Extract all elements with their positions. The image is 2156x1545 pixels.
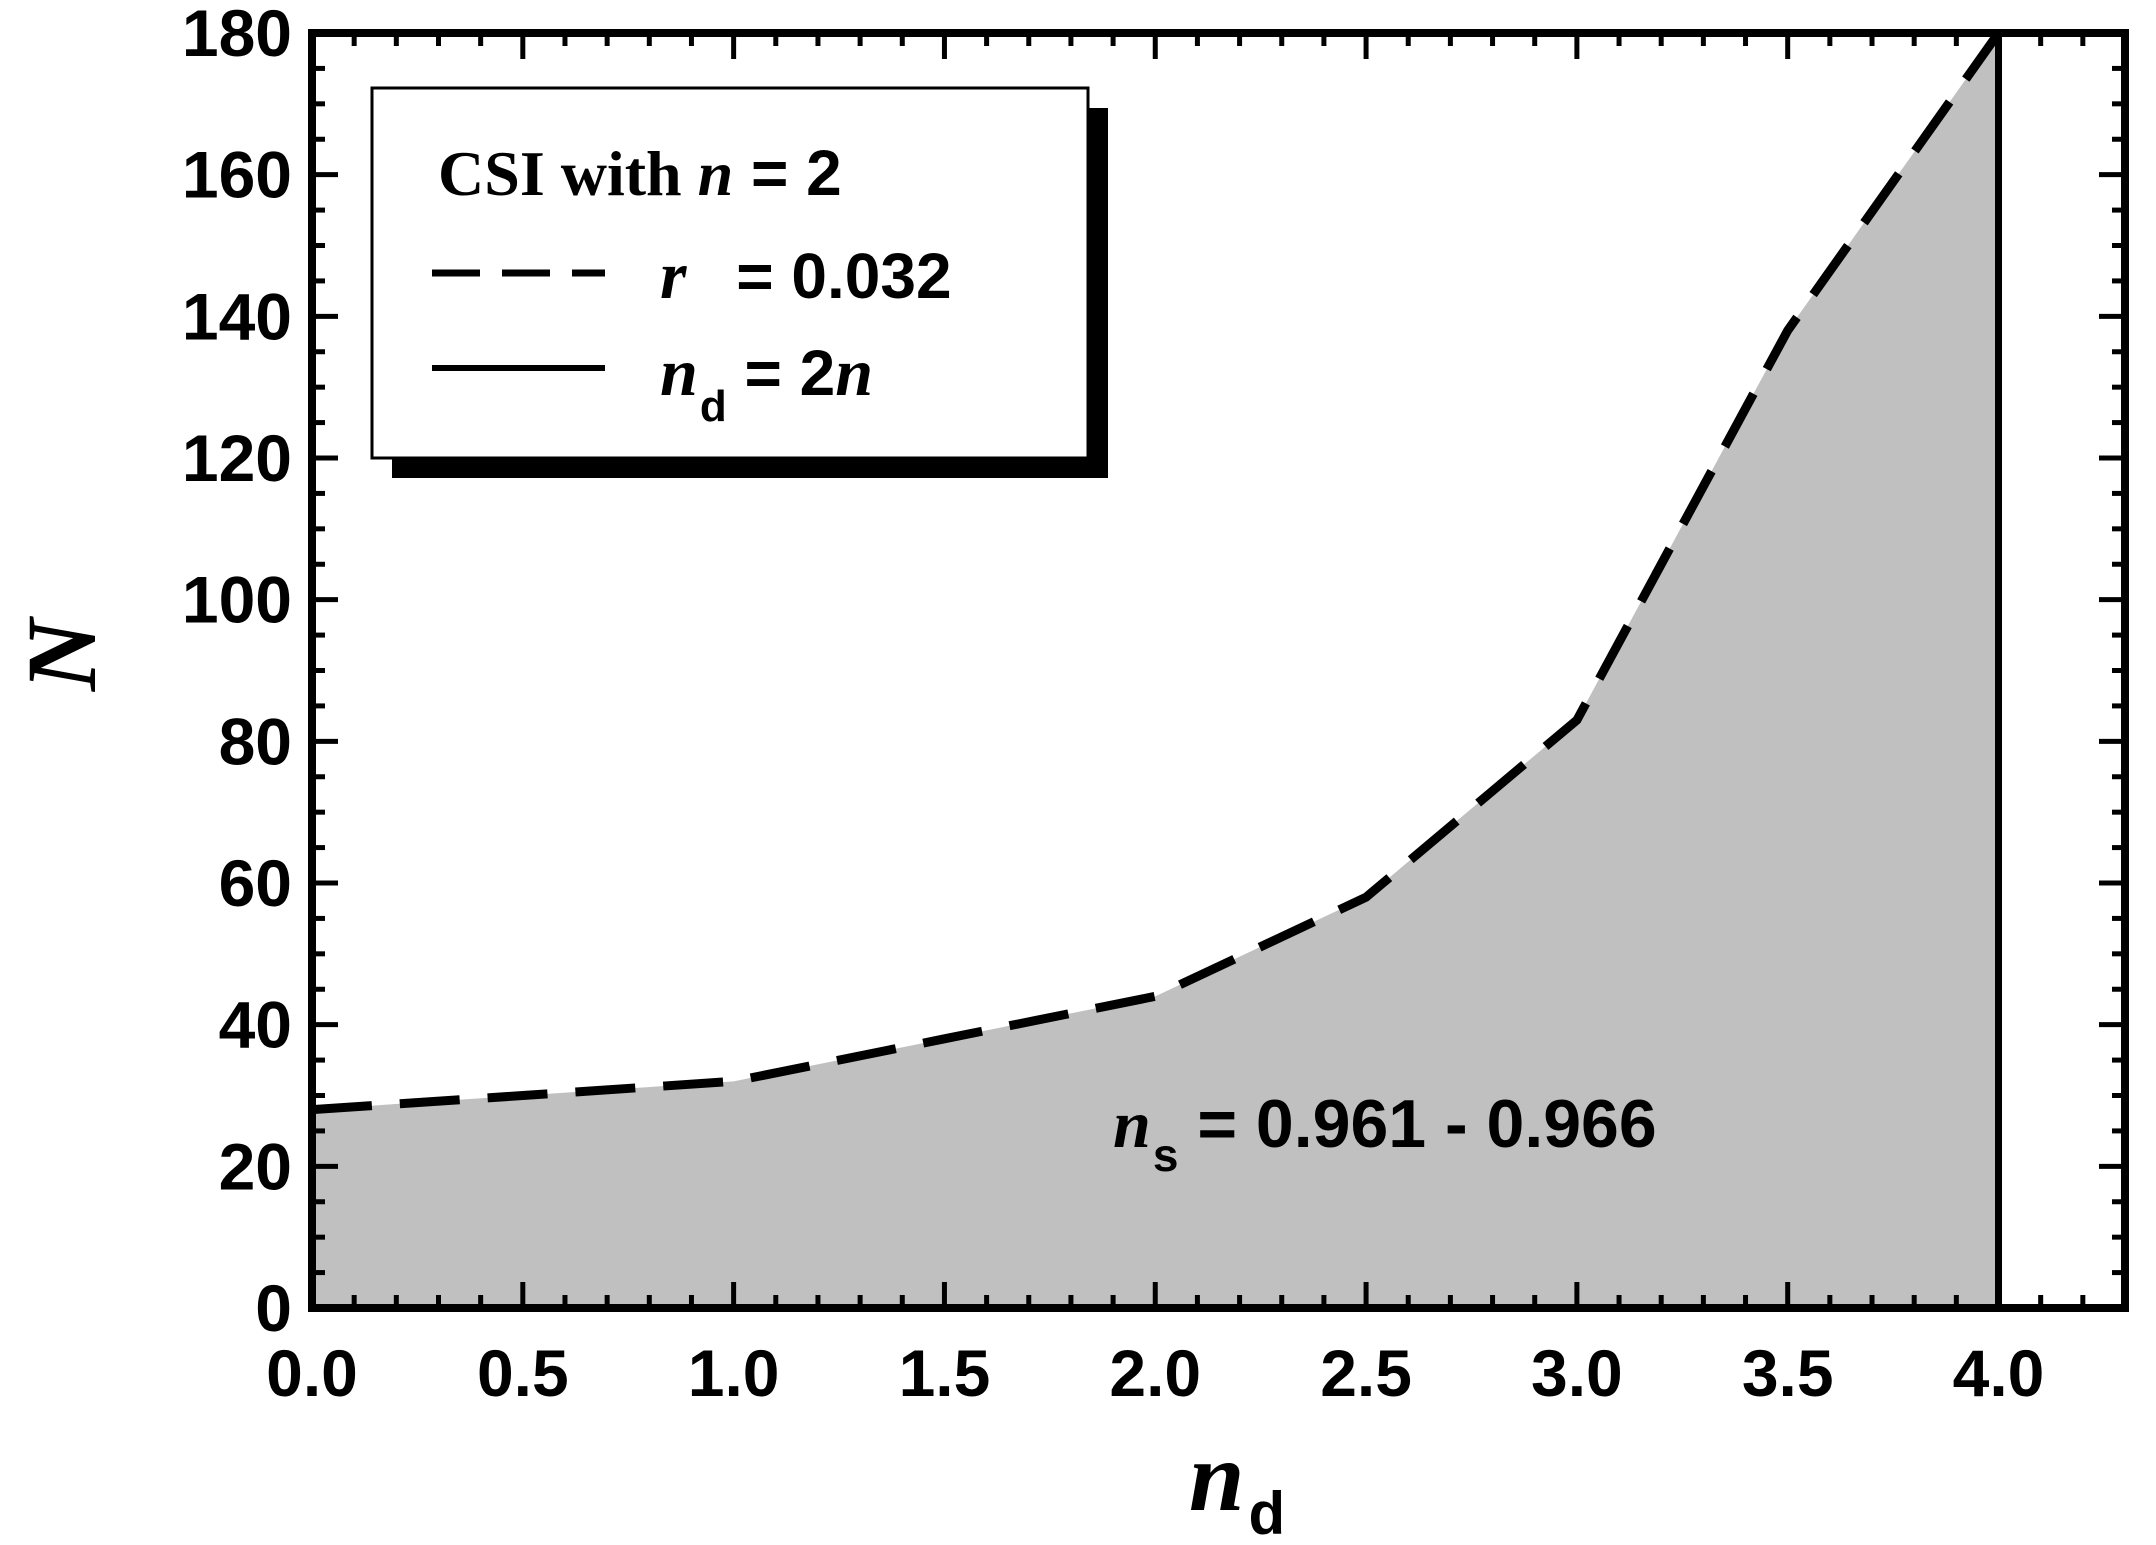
y-axis-title: N bbox=[6, 615, 117, 692]
y-tick-label: 140 bbox=[182, 279, 292, 353]
annotation-text: = 0.961 - 0.966 bbox=[1178, 1086, 1656, 1162]
x-axis-title-sub: d bbox=[1248, 1480, 1285, 1545]
x-tick-label: 0.5 bbox=[477, 1336, 569, 1410]
y-tick-label: 60 bbox=[219, 846, 292, 920]
legend-title-prefix: CSI with bbox=[438, 138, 698, 209]
legend-entry-nd-trail: n bbox=[835, 334, 873, 410]
x-tick-label: 4.0 bbox=[1953, 1336, 2045, 1410]
legend-entry-nd-var: n bbox=[660, 334, 698, 410]
legend: CSI with n = 2 r = 0.032 nd = 2n bbox=[370, 86, 1108, 478]
y-tick-label: 180 bbox=[182, 0, 292, 70]
legend-entry-r-var: r bbox=[660, 237, 687, 313]
x-axis-title: nd bbox=[1189, 1421, 1285, 1545]
x-tick-label: 2.0 bbox=[1109, 1336, 1201, 1410]
x-tick-label: 0.0 bbox=[266, 1336, 358, 1410]
x-axis-title-main: n bbox=[1189, 1421, 1245, 1532]
legend-title-suffix: = 2 bbox=[733, 137, 842, 209]
x-tick-label: 1.0 bbox=[688, 1336, 780, 1410]
x-tick-label: 3.5 bbox=[1742, 1336, 1834, 1410]
y-tick-label: 0 bbox=[255, 1271, 292, 1345]
legend-entry-r-text: = 0.032 bbox=[718, 240, 951, 312]
legend-entry-nd-sub: d bbox=[700, 382, 727, 431]
x-tick-label: 3.0 bbox=[1531, 1336, 1623, 1410]
x-tick-label: 2.5 bbox=[1320, 1336, 1412, 1410]
legend-entry-r: r = 0.032 bbox=[660, 237, 952, 313]
y-tick-label: 120 bbox=[182, 421, 292, 495]
y-tick-label: 160 bbox=[182, 138, 292, 212]
annotation-ns: ns = 0.961 - 0.966 bbox=[1113, 1086, 1657, 1181]
shaded-region bbox=[312, 33, 1999, 1308]
legend-title-var: n bbox=[698, 138, 734, 209]
legend-entry-nd-text: = 2 bbox=[727, 337, 836, 409]
annotation-var: n bbox=[1113, 1086, 1151, 1162]
series-line-r-0032 bbox=[311, 30, 2003, 1115]
annotation-sub: s bbox=[1153, 1129, 1179, 1181]
legend-entry-nd: nd = 2n bbox=[660, 334, 873, 431]
y-tick-label: 100 bbox=[182, 563, 292, 637]
y-tick-label: 20 bbox=[219, 1129, 292, 1203]
legend-title: CSI with n = 2 bbox=[438, 137, 842, 209]
y-tick-label: 40 bbox=[219, 988, 292, 1062]
x-axis: 0.0 0.5 1.0 1.5 2.0 2.5 3.0 3.5 4.0 bbox=[266, 33, 2128, 1410]
y-axis: 0 20 40 60 80 100 120 140 160 180 bbox=[182, 0, 2125, 1345]
legend-box bbox=[370, 86, 1090, 460]
x-tick-label: 1.5 bbox=[899, 1336, 991, 1410]
y-tick-label: 80 bbox=[219, 704, 292, 778]
